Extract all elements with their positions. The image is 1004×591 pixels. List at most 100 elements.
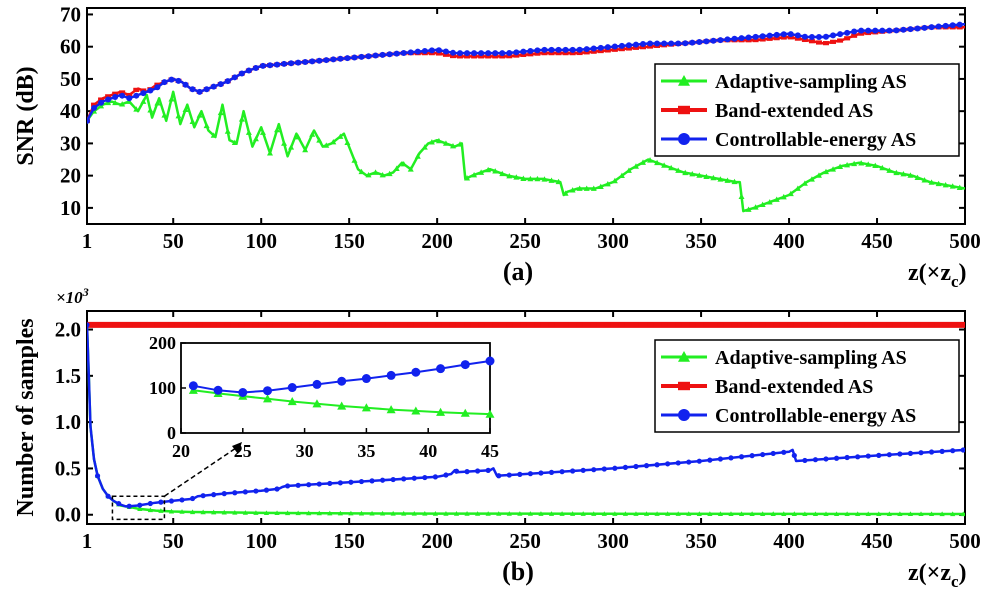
marker-controllable-energy-as — [464, 469, 470, 475]
marker-controllable-energy-as — [471, 50, 478, 57]
marker-band-extended-as — [822, 41, 829, 46]
x-axis-label-main: z(×z — [908, 260, 951, 286]
marker-band-extended-as — [555, 51, 562, 56]
marker-controllable-energy-as — [221, 491, 227, 497]
marker-controllable-energy-as — [865, 27, 872, 34]
marker-band-extended-as — [351, 322, 358, 327]
marker-adaptive-sampling-as — [140, 98, 147, 104]
inset-x-tick-label: 35 — [357, 441, 375, 461]
marker-adaptive-sampling-as — [590, 185, 597, 191]
marker-controllable-energy-as — [640, 40, 647, 47]
marker-band-extended-as — [815, 322, 822, 327]
marker-controllable-energy-as — [126, 95, 133, 102]
marker-adaptive-sampling-as — [738, 193, 745, 199]
marker-controllable-energy-as — [411, 475, 417, 481]
marker-adaptive-sampling-as — [203, 122, 210, 129]
marker-band-extended-as — [703, 322, 710, 327]
marker-controllable-energy-as — [935, 23, 942, 30]
marker-controllable-energy-as — [302, 59, 309, 65]
marker-controllable-energy-as — [907, 450, 914, 456]
marker-band-extended-as — [858, 322, 865, 327]
marker-controllable-energy-as — [306, 482, 312, 488]
panel-label: (b) — [502, 557, 534, 586]
marker-controllable-energy-as — [189, 495, 196, 502]
marker-adaptive-sampling-as — [844, 511, 850, 517]
inset-point-controllable — [460, 360, 470, 370]
marker-band-extended-as — [492, 54, 499, 59]
x-axis-label-close: ) — [959, 260, 967, 286]
marker-controllable-energy-as — [745, 34, 752, 41]
marker-band-extended-as — [534, 322, 541, 327]
marker-controllable-energy-as — [696, 39, 703, 46]
marker-band-extended-as — [837, 38, 844, 43]
marker-adaptive-sampling-as — [323, 142, 330, 148]
y-multiplier-exp: 3 — [82, 285, 89, 299]
marker-adaptive-sampling-as — [837, 163, 844, 170]
marker-band-extended-as — [815, 40, 822, 45]
marker-adaptive-sampling-as — [654, 511, 660, 516]
marker-adaptive-sampling-as — [907, 511, 914, 517]
marker-adaptive-sampling-as — [752, 204, 759, 210]
marker-band-extended-as — [597, 48, 604, 54]
marker-controllable-energy-as — [337, 480, 343, 486]
marker-band-extended-as — [872, 322, 879, 327]
marker-controllable-energy-as — [647, 40, 654, 47]
marker-controllable-energy-as — [316, 57, 323, 64]
marker-adaptive-sampling-as — [453, 511, 460, 516]
marker-controllable-energy-as — [266, 62, 273, 69]
marker-adaptive-sampling-as — [559, 511, 565, 516]
marker-band-extended-as — [604, 322, 611, 327]
marker-band-extended-as — [844, 36, 851, 41]
legend-swatch-marker — [678, 133, 690, 145]
marker-controllable-energy-as — [801, 33, 808, 40]
marker-controllable-energy-as — [105, 493, 111, 499]
marker-adaptive-sampling-as — [900, 171, 907, 177]
marker-band-extended-as — [858, 31, 865, 36]
marker-controllable-energy-as — [597, 44, 604, 51]
marker-controllable-energy-as — [253, 488, 259, 494]
marker-adaptive-sampling-as — [407, 166, 414, 172]
marker-controllable-energy-as — [478, 50, 485, 57]
marker-adaptive-sampling-as — [865, 511, 871, 517]
marker-adaptive-sampling-as — [745, 206, 752, 212]
marker-controllable-energy-as — [559, 469, 565, 475]
marker-adaptive-sampling-as — [665, 511, 671, 516]
marker-controllable-energy-as — [414, 48, 421, 55]
marker-band-extended-as — [942, 322, 949, 327]
marker-controllable-energy-as — [717, 37, 724, 44]
legend-item-2: Controllable-energy AS — [715, 405, 916, 427]
marker-controllable-energy-as — [327, 480, 333, 487]
marker-adaptive-sampling-as — [344, 139, 351, 145]
zoom-arrow — [163, 447, 237, 497]
marker-adaptive-sampling-as — [770, 511, 776, 516]
marker-band-extended-as — [661, 322, 668, 327]
marker-controllable-energy-as — [611, 43, 618, 50]
marker-controllable-energy-as — [281, 60, 288, 67]
marker-controllable-energy-as — [407, 49, 414, 56]
marker-band-extended-as — [471, 54, 478, 59]
x-tick-label: 50 — [163, 529, 184, 553]
marker-adaptive-sampling-as — [555, 178, 562, 185]
marker-band-extended-as — [520, 322, 527, 327]
marker-controllable-energy-as — [372, 52, 379, 59]
marker-adaptive-sampling-as — [520, 175, 527, 181]
marker-adaptive-sampling-as — [611, 177, 618, 184]
marker-band-extended-as — [126, 322, 133, 327]
marker-band-extended-as — [731, 322, 738, 327]
marker-adaptive-sampling-as — [538, 511, 544, 516]
marker-band-extended-as — [506, 322, 513, 327]
marker-adaptive-sampling-as — [604, 181, 611, 187]
marker-adaptive-sampling-as — [886, 167, 893, 173]
marker-adaptive-sampling-as — [147, 107, 154, 113]
marker-band-extended-as — [801, 37, 808, 43]
marker-controllable-energy-as — [527, 48, 534, 55]
marker-adaptive-sampling-as — [939, 511, 945, 517]
marker-controllable-energy-as — [421, 48, 428, 55]
marker-controllable-energy-as — [147, 500, 153, 507]
marker-controllable-energy-as — [231, 74, 238, 81]
marker-controllable-energy-as — [358, 478, 365, 485]
inset-point-controllable — [263, 386, 273, 396]
marker-controllable-energy-as — [217, 81, 224, 88]
marker-controllable-energy-as — [707, 457, 713, 463]
legend-swatch-marker — [678, 75, 690, 86]
